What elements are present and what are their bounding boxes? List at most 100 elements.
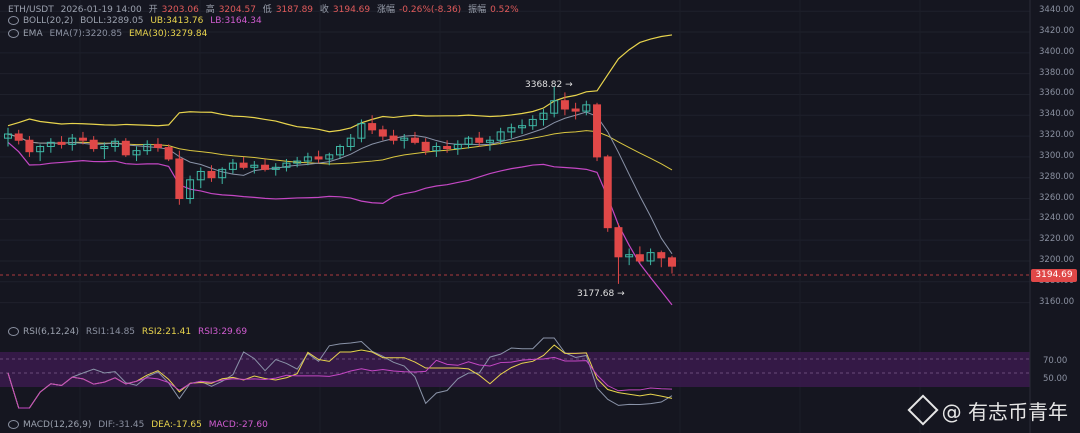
candle-body <box>239 162 248 168</box>
ohlc-legend: ETH/USDT 2026-01-19 14:00 开 3203.06 高 3204… <box>8 5 519 15</box>
candle-body <box>603 156 612 229</box>
candle-body <box>153 143 162 149</box>
ema7-value: EMA(7):3220.85 <box>49 29 123 39</box>
rsi3-line <box>7 356 673 409</box>
candle-body <box>68 137 77 145</box>
candle-body <box>164 147 173 160</box>
candle-body <box>46 141 55 147</box>
rsi-band <box>0 352 1030 387</box>
rsi1-line <box>7 337 673 409</box>
symbol-label: ETH/USDT <box>8 5 54 15</box>
candle-body <box>250 164 259 168</box>
candle-body <box>453 143 462 150</box>
eye-icon[interactable] <box>8 327 19 336</box>
candle-body <box>646 252 655 262</box>
low-annotation: 3177.68 → <box>577 289 625 299</box>
eye-icon[interactable] <box>8 29 19 38</box>
price-tick-label: 3400.00 <box>1039 46 1075 57</box>
high-annotation: 3368.82 → <box>525 80 573 90</box>
price-tick-label: 3320.00 <box>1039 130 1075 141</box>
candle-body <box>668 257 676 267</box>
candle-body <box>421 141 430 152</box>
candle-body <box>89 139 98 150</box>
candle-body <box>132 150 141 156</box>
price-tick-label: 3380.00 <box>1039 67 1075 78</box>
rsi-legend[interactable]: RSI(6,12,24) RSI1:14.85 RSI2:21.41 RSI3:… <box>8 327 251 337</box>
boll-lb: LB:3164.34 <box>210 16 262 26</box>
candle-body <box>625 254 634 258</box>
price-tick-label: 3220.00 <box>1039 234 1075 245</box>
candle-body <box>57 141 66 145</box>
candle-body <box>121 140 130 156</box>
rsi-label: RSI(6,12,24) <box>23 327 79 337</box>
candle-body <box>400 137 409 141</box>
ema7-line <box>7 111 673 255</box>
price-tick-label: 3340.00 <box>1039 109 1075 120</box>
price-tick-label: 3260.00 <box>1039 192 1075 203</box>
candle-body <box>560 100 569 110</box>
ema-label: EMA <box>23 29 43 39</box>
diamond-logo-icon <box>907 394 939 426</box>
candle-body <box>261 164 270 170</box>
rsi-pane <box>0 337 1030 409</box>
eye-icon[interactable] <box>8 420 19 429</box>
candle-body <box>432 145 441 152</box>
boll-ub: UB:3413.76 <box>150 16 204 26</box>
macd-dif: DIF:-31.45 <box>98 420 145 430</box>
rsi-level-70: 70.00 <box>1043 356 1068 366</box>
rsi-level-50: 50.00 <box>1043 374 1068 384</box>
rsi2-value: RSI2:21.41 <box>141 327 192 337</box>
price-tick-label: 3160.00 <box>1039 296 1075 307</box>
boll-legend[interactable]: BOLL(20,2) BOLL:3289.05 UB:3413.76 LB:31… <box>8 16 266 26</box>
candle-body <box>314 156 323 160</box>
candle-body <box>14 133 23 141</box>
candle-body <box>336 145 344 156</box>
candle-body <box>614 227 623 258</box>
current-price-tag: 3194.69 <box>1031 269 1077 282</box>
candle-body <box>325 154 334 160</box>
candle-body <box>464 137 473 145</box>
ema-legend[interactable]: EMA EMA(7):3220.85 EMA(30):3279.84 <box>8 29 211 39</box>
candle-body <box>443 145 452 150</box>
candle-body <box>518 125 527 129</box>
candle-body <box>282 162 291 168</box>
boll-label: BOLL(20,2) <box>23 16 74 26</box>
candle-body <box>410 137 419 143</box>
rsi1-value: RSI1:14.85 <box>85 327 136 337</box>
rsi3-value: RSI3:29.69 <box>197 327 248 337</box>
candle-body <box>111 140 120 147</box>
candle-body <box>196 170 205 181</box>
eye-icon[interactable] <box>8 16 19 25</box>
candle-body <box>485 139 494 143</box>
candle-body <box>582 104 591 112</box>
candle-body <box>25 139 34 153</box>
candle-body <box>36 145 45 153</box>
price-tick-label: 3240.00 <box>1039 213 1075 224</box>
candle-body <box>389 135 398 141</box>
macd-dea: DEA:-17.65 <box>151 420 202 430</box>
price-tick-label: 3440.00 <box>1039 5 1075 16</box>
candle-body <box>635 254 644 262</box>
boll-lower-line <box>7 141 673 306</box>
candle-body <box>496 131 505 141</box>
candle-body <box>550 100 559 114</box>
candle-body <box>293 160 302 164</box>
candle-body <box>186 179 195 200</box>
candle-body <box>175 158 184 200</box>
price-tick-label: 3280.00 <box>1039 171 1075 182</box>
candle-body <box>228 162 237 170</box>
candle-body <box>475 137 484 143</box>
price-tick-label: 3200.00 <box>1039 254 1075 265</box>
candle-body <box>507 127 516 133</box>
boll-upper-line <box>7 34 673 133</box>
change-value: -0.26%(-8.36) <box>399 5 462 15</box>
macd-legend[interactable]: MACD(12,26,9) DIF:-31.45 DEA:-17.65 MACD… <box>8 420 272 430</box>
candle-body <box>657 252 666 259</box>
candle-body <box>346 137 355 147</box>
macd-label: MACD(12,26,9) <box>23 420 92 430</box>
candle-body <box>303 156 312 162</box>
candle-body <box>143 143 152 152</box>
candle-body <box>78 137 87 141</box>
candle-body <box>4 133 12 139</box>
